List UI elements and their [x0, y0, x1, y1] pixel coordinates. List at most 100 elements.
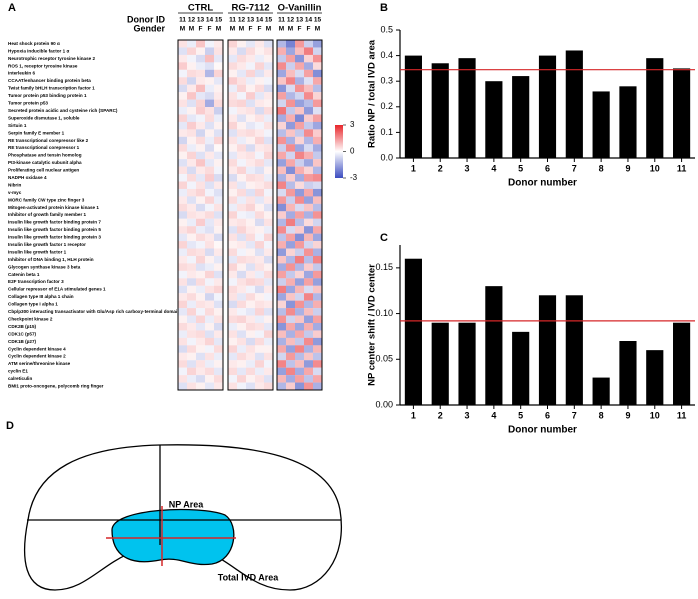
heat-cell [286, 121, 296, 130]
gene-label: Hypoxia inducible factor 1 α [8, 48, 69, 53]
heat-cell [214, 92, 224, 100]
heat-cell [196, 159, 206, 167]
gene-label: Neurotrophic receptor tyrosine kinase 2 [8, 56, 95, 61]
heat-cell [205, 69, 215, 78]
heat-cell [295, 248, 305, 257]
heat-cell [264, 263, 274, 271]
heat-cell [313, 114, 323, 123]
gene-label: v-myc [8, 190, 22, 195]
heat-cell [295, 211, 305, 219]
heat-cell [264, 69, 274, 78]
heat-cell [255, 241, 265, 249]
gene-label: MORC family CW type zinc finger 3 [8, 197, 85, 202]
y-tick-label: 0.4 [380, 50, 393, 60]
heat-cell [228, 84, 238, 93]
heat-cell [264, 159, 274, 167]
donor-id: 15 [265, 17, 273, 24]
heat-cell [187, 69, 197, 78]
heat-cell [228, 107, 238, 115]
heat-cell [205, 92, 215, 100]
heat-cell [228, 144, 238, 152]
heat-cell [196, 166, 206, 175]
panel-label: D [6, 420, 14, 432]
heat-cell [286, 47, 296, 55]
bar [673, 322, 691, 405]
heat-cell [237, 337, 247, 346]
heat-cell [264, 181, 274, 190]
heat-cell [304, 121, 314, 130]
heat-cell [246, 285, 256, 294]
heat-cell [205, 308, 215, 316]
heat-cell [187, 77, 197, 85]
heat-cell [214, 196, 224, 204]
heat-cell [237, 330, 247, 338]
heat-cell [264, 84, 274, 93]
heat-cell [246, 99, 256, 108]
heat-cell [286, 352, 296, 361]
heat-cell [286, 144, 296, 152]
gene-label: Serpin family E member 1 [8, 130, 65, 135]
heat-cell [313, 144, 323, 152]
heat-cell [264, 174, 274, 182]
heat-cell [178, 40, 188, 48]
heat-cell [255, 211, 265, 219]
heat-cell [214, 181, 224, 190]
heat-cell [205, 322, 215, 331]
heat-cell [246, 159, 256, 167]
heat-cell [313, 107, 323, 115]
heat-cell [237, 136, 247, 145]
heat-cell [196, 151, 206, 160]
x-tick-label: 2 [438, 163, 443, 173]
heat-cell [214, 62, 224, 70]
heat-cell [255, 322, 265, 331]
heat-cell [246, 203, 256, 212]
heat-cell [237, 345, 247, 353]
heat-cell [277, 241, 287, 249]
heat-cell [196, 107, 206, 115]
heat-cell [178, 241, 188, 249]
heat-cell [255, 196, 265, 204]
heat-cell [205, 181, 215, 190]
gene-label: Glycogen synthase kinase 3 beta [8, 264, 81, 269]
heat-cell [178, 69, 188, 78]
heat-cell [178, 218, 188, 227]
heat-cell [313, 136, 323, 145]
heat-cell [304, 226, 314, 234]
heat-cell [187, 285, 197, 294]
heat-cell [277, 337, 287, 346]
heat-cell [205, 99, 215, 108]
heat-cell [196, 62, 206, 70]
gene-label: Insulin like growth factor 1 receptor [8, 242, 86, 247]
heat-cell [277, 129, 287, 137]
heat-cell [295, 285, 305, 294]
heat-cell [187, 226, 197, 234]
gene-label: Collagen type III alpha 1 chain [8, 294, 74, 299]
heat-cell [205, 62, 215, 70]
heat-cell [196, 121, 206, 130]
heat-cell [304, 315, 314, 324]
heat-cell [264, 226, 274, 234]
heat-cell [286, 84, 296, 93]
heat-cell [205, 241, 215, 249]
heat-cell [237, 47, 247, 55]
heat-cell [178, 248, 188, 257]
heat-cell [228, 62, 238, 70]
heat-cell [295, 345, 305, 353]
gene-label: Tumor protein p53 binding protein 1 [8, 93, 87, 98]
heat-cell [246, 188, 256, 197]
heat-cell [313, 181, 323, 190]
group-label: O-Vanillin [278, 3, 322, 14]
heat-cell [237, 352, 247, 361]
y-tick-label: 0.2 [380, 101, 393, 111]
heat-cell [178, 181, 188, 190]
heat-cell [187, 248, 197, 257]
heat-cell [286, 218, 296, 227]
heat-cell [205, 285, 215, 294]
heat-cell [277, 77, 287, 85]
bar [565, 295, 583, 405]
heat-cell [255, 188, 265, 197]
heat-cell [246, 211, 256, 219]
heat-cell [246, 226, 256, 234]
heat-cell [187, 308, 197, 316]
heat-cell [187, 174, 197, 182]
